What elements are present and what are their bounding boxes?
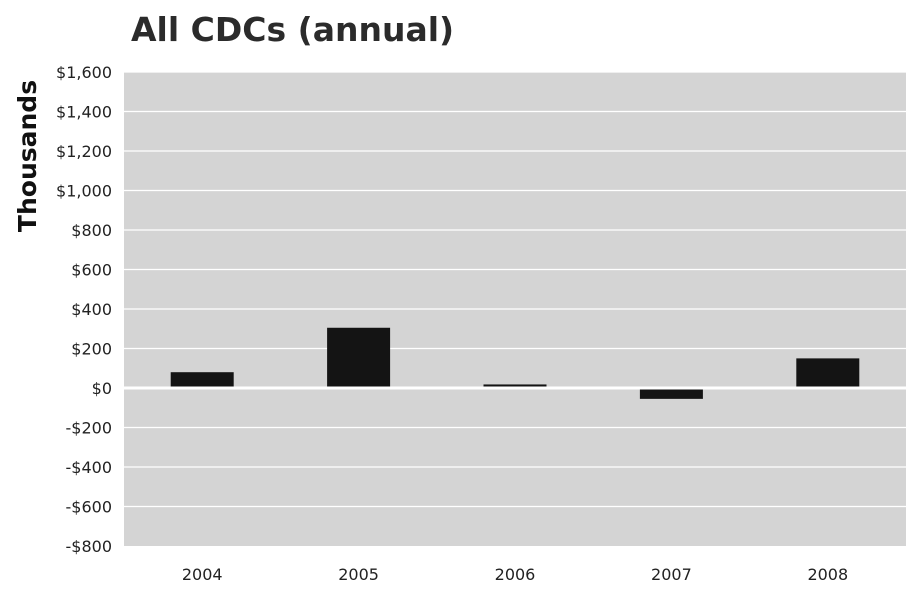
y-tick-label: $1,200: [56, 142, 112, 161]
y-tick-label: $1,600: [56, 63, 112, 82]
y-tick-label: $600: [71, 261, 112, 280]
gridlines: [124, 71, 906, 508]
y-tick-label: $1,400: [56, 103, 112, 122]
x-tick-label: 2005: [338, 565, 379, 584]
bar-2008: [796, 358, 860, 387]
y-axis-label: Thousands: [13, 80, 42, 232]
x-tick-label: 2008: [807, 565, 848, 584]
y-tick-labels: $1,600 $1,400 $1,200 $1,000 $800 $600 $400 $200…: [56, 63, 112, 556]
x-tick-labels: 2004 2005 2006 2007 2008: [182, 565, 848, 584]
y-tick-label: -$200: [66, 419, 113, 438]
y-tick-label: $1,000: [56, 182, 112, 201]
bars: [170, 327, 860, 399]
x-tick-label: 2007: [651, 565, 692, 584]
y-tick-label: -$600: [66, 498, 113, 517]
y-tick-label: -$800: [66, 537, 113, 556]
y-tick-label: $800: [71, 221, 112, 240]
x-tick-label: 2004: [182, 565, 223, 584]
bar-2004: [170, 372, 234, 387]
y-tick-label: -$400: [66, 458, 113, 477]
bar-2006: [483, 384, 547, 387]
y-tick-label: $200: [71, 340, 112, 359]
bar-2005: [327, 327, 391, 387]
y-tick-label: $400: [71, 300, 112, 319]
bar-2007: [639, 389, 703, 399]
chart-title: All CDCs (annual): [131, 10, 454, 49]
y-tick-label: $0: [92, 379, 112, 398]
x-tick-label: 2006: [495, 565, 536, 584]
